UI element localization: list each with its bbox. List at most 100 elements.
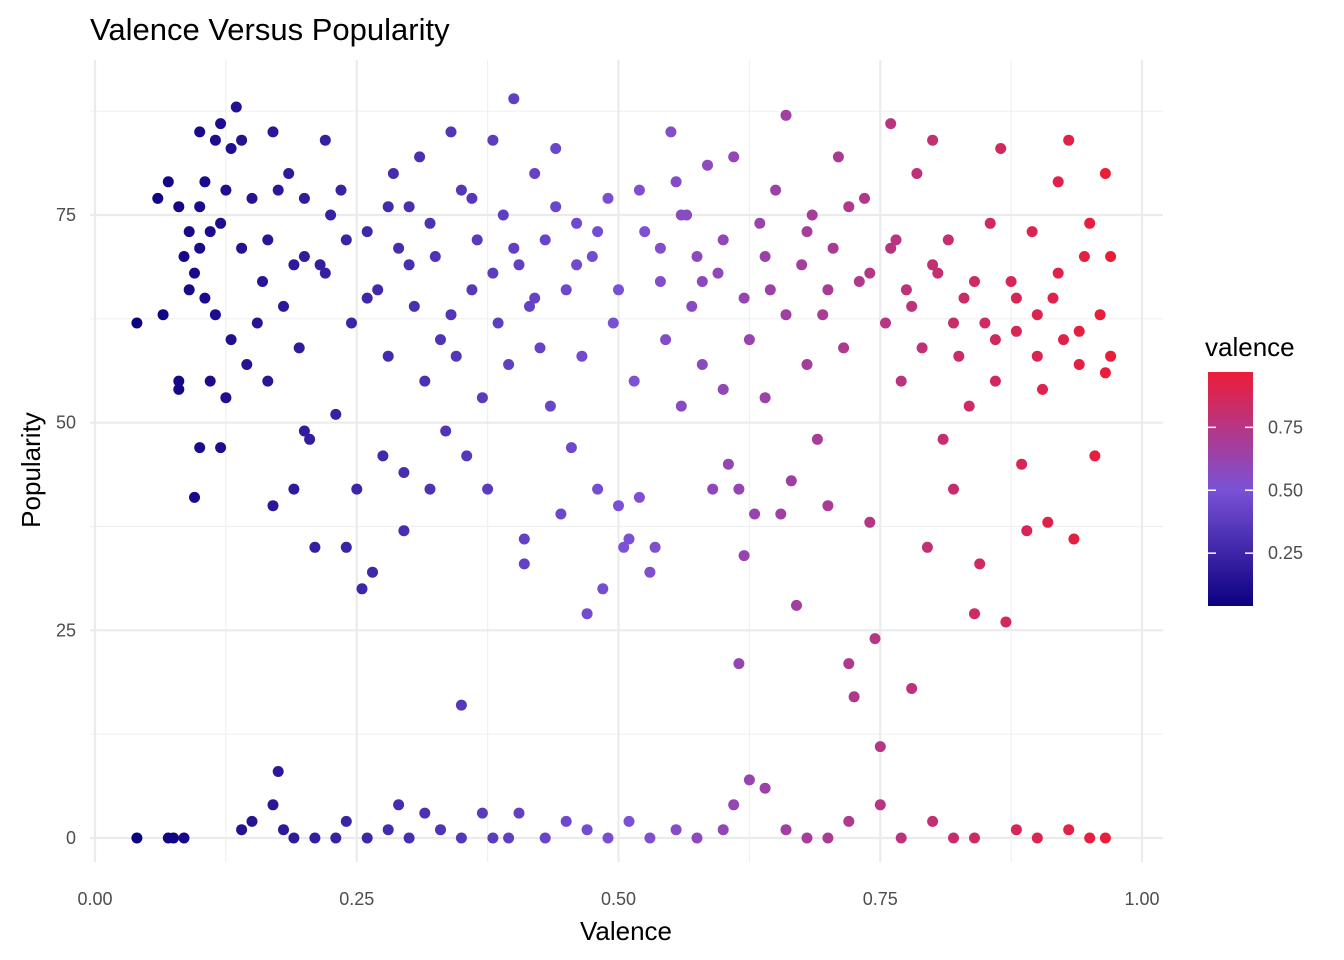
data-point <box>571 259 583 271</box>
data-point <box>822 832 834 844</box>
data-point <box>1089 450 1101 462</box>
data-point <box>288 832 300 844</box>
data-point <box>513 259 525 271</box>
data-point <box>1052 176 1064 188</box>
data-point <box>367 566 378 578</box>
data-point <box>618 541 630 553</box>
data-point <box>194 201 206 213</box>
data-point <box>592 226 604 238</box>
data-point <box>801 359 813 370</box>
data-point <box>377 450 389 462</box>
data-point <box>435 334 446 346</box>
data-point <box>696 359 708 370</box>
data-point <box>550 143 562 154</box>
data-point <box>209 134 221 146</box>
data-point <box>613 500 624 512</box>
data-point <box>435 824 446 836</box>
data-point <box>340 234 352 246</box>
data-point <box>937 433 949 445</box>
data-point <box>199 292 211 304</box>
data-point <box>738 292 750 304</box>
y-tick-label: 25 <box>56 620 76 640</box>
data-point <box>408 300 420 312</box>
data-point <box>209 309 221 321</box>
data-point <box>398 525 410 537</box>
data-point <box>1031 309 1043 321</box>
data-point <box>958 292 970 304</box>
data-point <box>675 400 687 412</box>
data-point <box>722 458 734 470</box>
data-point <box>759 392 771 404</box>
data-point <box>298 251 310 262</box>
data-point <box>503 832 515 844</box>
data-point <box>890 234 902 246</box>
x-tick-label: 0.75 <box>863 889 898 909</box>
data-point <box>969 608 980 620</box>
legend-title: valence <box>1205 332 1295 362</box>
data-point <box>927 259 939 271</box>
data-point <box>199 176 211 188</box>
x-tick-label: 1.00 <box>1124 889 1159 909</box>
data-point <box>487 832 499 844</box>
data-point <box>869 633 881 645</box>
data-point <box>278 824 289 836</box>
data-point <box>989 334 1001 346</box>
data-point <box>691 251 703 262</box>
chart-title: Valence Versus Popularity <box>90 12 450 47</box>
data-point <box>183 226 195 238</box>
data-point <box>843 815 855 827</box>
data-point <box>843 658 855 670</box>
data-point <box>665 126 677 138</box>
data-points <box>131 93 1117 844</box>
data-point <box>633 491 645 503</box>
data-point <box>361 832 373 844</box>
data-point <box>330 408 342 420</box>
data-point <box>466 284 478 296</box>
data-point <box>900 284 912 296</box>
data-point <box>267 799 279 811</box>
data-point <box>272 184 284 196</box>
data-point <box>513 807 525 819</box>
data-point <box>215 118 227 130</box>
data-point <box>162 176 174 188</box>
data-point <box>178 832 190 844</box>
data-point <box>278 300 289 312</box>
data-point <box>1016 458 1028 470</box>
data-point <box>602 832 614 844</box>
data-point <box>440 425 452 437</box>
data-point <box>874 799 886 811</box>
data-point <box>623 533 635 545</box>
data-point <box>785 475 797 487</box>
data-point <box>319 134 331 146</box>
data-point <box>262 375 274 387</box>
data-point <box>335 184 347 196</box>
data-point <box>749 508 761 520</box>
data-point <box>743 774 755 786</box>
data-point <box>791 599 802 611</box>
data-point <box>660 334 672 346</box>
data-point <box>529 168 541 179</box>
data-point <box>895 375 907 387</box>
data-point <box>1068 533 1080 545</box>
data-point <box>445 309 457 321</box>
data-point <box>262 234 274 246</box>
data-point <box>717 383 729 395</box>
data-point <box>754 217 766 229</box>
data-point <box>173 383 185 395</box>
data-point <box>497 209 509 221</box>
data-point <box>717 234 729 246</box>
data-point <box>717 824 729 836</box>
x-axis-title: Valence <box>580 916 672 946</box>
data-point <box>644 566 656 578</box>
data-point <box>189 491 200 503</box>
data-point <box>953 350 965 362</box>
data-point <box>309 832 321 844</box>
data-point <box>733 658 745 670</box>
data-point <box>880 317 891 329</box>
data-point <box>330 832 342 844</box>
data-point <box>450 350 462 362</box>
data-point <box>576 350 588 362</box>
data-point <box>340 541 352 553</box>
x-tick-label: 0.50 <box>601 889 636 909</box>
data-point <box>325 209 337 221</box>
